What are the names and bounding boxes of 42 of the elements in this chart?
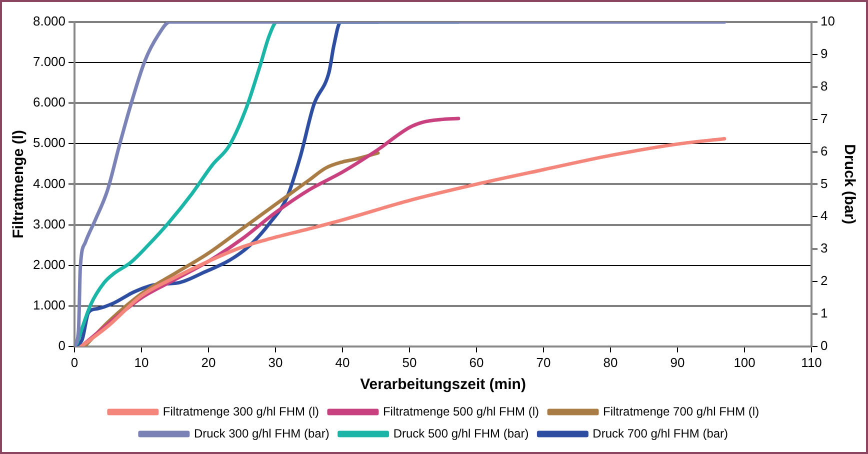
x-tick-label: 20 — [201, 354, 216, 370]
y2-axis-title: Druck (bar) — [840, 144, 858, 224]
y-tick-label: 8.000 — [32, 14, 66, 29]
legend-label: Filtratmenge 300 g/hl FHM (l) — [162, 404, 319, 418]
y-tick-label: 7.000 — [32, 54, 66, 70]
y2-tick-label: 5 — [820, 176, 828, 191]
x-tick-label: 70 — [536, 354, 551, 370]
x-tick-label: 40 — [335, 354, 350, 370]
x-tick-label: 0 — [70, 354, 78, 370]
legend-label: Druck 300 g/hl FHM (bar) — [194, 426, 330, 440]
legend-label: Filtratmenge 700 g/hl FHM (l) — [603, 404, 760, 418]
y2-tick-label: 8 — [820, 78, 828, 94]
y2-tick-label: 1 — [820, 306, 828, 321]
y2-tick-label: 2 — [820, 273, 828, 288]
y2-tick-label: 0 — [820, 338, 828, 353]
legend-label: Druck 700 g/hl FHM (bar) — [592, 426, 728, 440]
x-tick-label: 90 — [670, 354, 685, 370]
x-tick-label: 10 — [134, 354, 149, 370]
y-tick-label: 0 — [58, 338, 66, 353]
y2-tick-label: 7 — [820, 110, 828, 126]
y-tick-label: 4.000 — [32, 176, 66, 191]
y-tick-label: 3.000 — [32, 216, 66, 232]
y-tick-label: 1.000 — [32, 297, 66, 312]
y2-tick-label: 10 — [820, 14, 836, 29]
x-tick-label: 30 — [268, 354, 283, 370]
y2-tick-label: 3 — [820, 240, 828, 256]
x-tick-label: 110 — [801, 354, 822, 370]
y2-tick-label: 9 — [820, 46, 828, 62]
y-tick-label: 6.000 — [32, 94, 66, 110]
y-tick-label: 2.000 — [32, 256, 66, 272]
y2-tick-label: 4 — [820, 208, 828, 224]
y-axis-title: Filtratmenge (l) — [10, 130, 28, 238]
y2-tick-label: 6 — [820, 143, 828, 158]
y-tick-label: 5.000 — [32, 135, 66, 150]
x-tick-label: 100 — [734, 354, 756, 370]
line-series — [79, 137, 726, 346]
legend-label: Druck 500 g/hl FHM (bar) — [393, 426, 529, 440]
x-tick-label: 50 — [402, 354, 417, 370]
legend-label: Filtratmenge 500 g/hl FHM (l) — [382, 404, 540, 418]
x-tick-label: 60 — [469, 354, 484, 370]
x-tick-label: 80 — [603, 354, 618, 370]
x-axis-title: Verarbeitungszeit (min) — [360, 376, 526, 394]
